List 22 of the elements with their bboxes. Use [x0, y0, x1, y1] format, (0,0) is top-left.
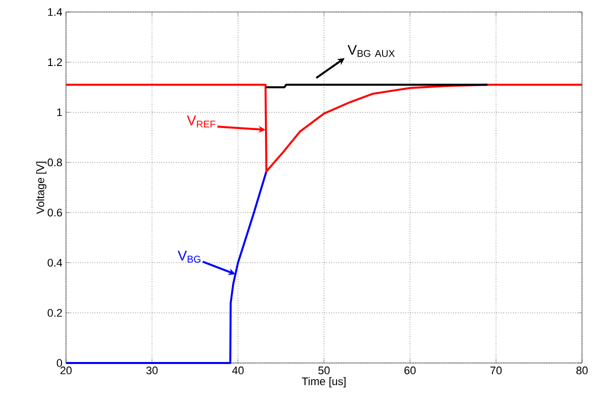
line-series	[65, 84, 584, 172]
y-axis-title: Voltage [V]	[36, 162, 46, 214]
y-tick-label: 0.6	[48, 208, 62, 216]
annotation: $\mathrm{V}_{\mathrm{BG}}$	[178, 250, 200, 263]
y-tick-label: 1.4	[48, 8, 62, 16]
y-tick-label: 1	[57, 108, 62, 116]
x-tick-label: 80	[576, 366, 588, 374]
x-tick-label: 70	[490, 366, 502, 374]
x-tick-label: 60	[404, 366, 416, 374]
x-tick-label: 30	[146, 366, 158, 374]
x-axis-title: Time [us]	[302, 377, 346, 388]
y-tick-label: 0.2	[48, 308, 62, 317]
y-tick-label: 1.2	[48, 58, 62, 66]
x-tick-label: 20	[60, 366, 72, 374]
x-tick-label: 50	[318, 366, 330, 374]
annotation: $\mathrm{V}_{\mathrm{REF}}$	[186, 116, 216, 128]
annotation: $\mathrm{V}_{\mathrm{BG\ AUX}}$	[348, 45, 395, 57]
y-tick-label: 0.4	[48, 258, 62, 267]
y-tick-label: 0	[56, 359, 62, 367]
line-series	[65, 170, 268, 364]
y-tick-label: 0.8	[48, 158, 62, 166]
x-tick-label: 40	[232, 366, 244, 374]
